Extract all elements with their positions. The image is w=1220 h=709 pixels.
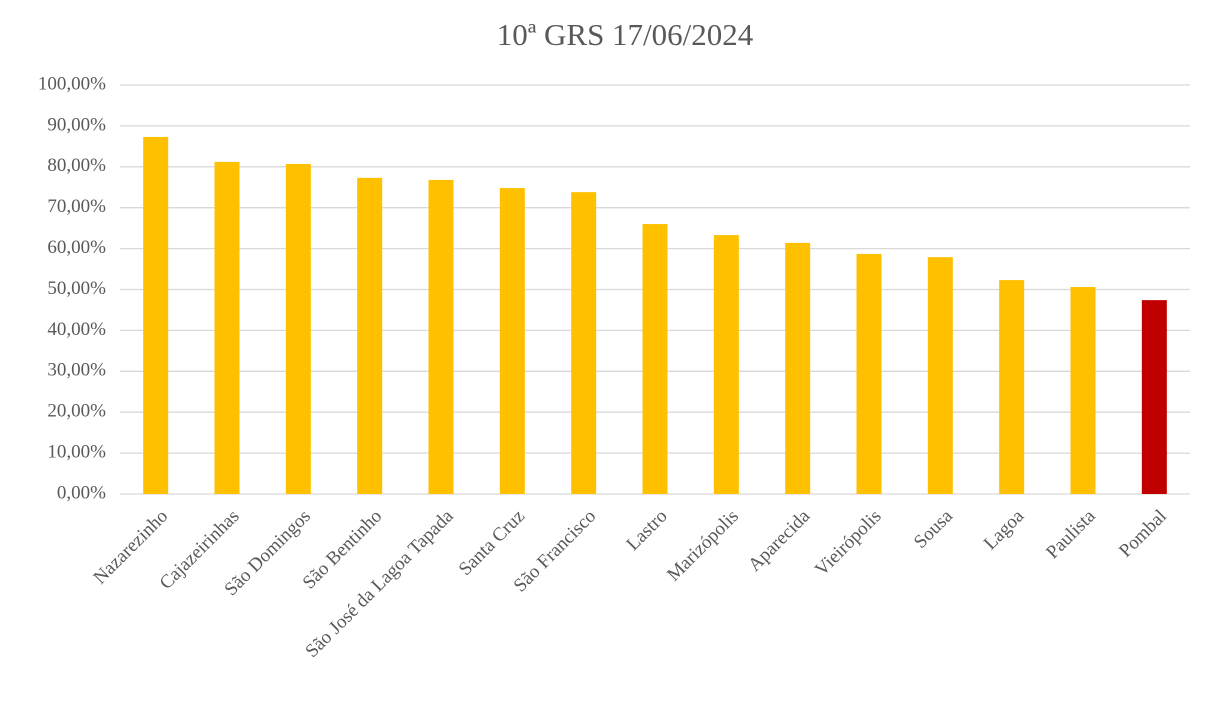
y-tick-label: 90,00% [47,114,106,135]
bar [571,192,597,494]
bar [214,161,240,494]
y-tick-label: 30,00% [47,360,106,381]
x-tick-label: Santa Cruz [455,506,529,580]
x-tick-label: Lagoa [980,505,1029,554]
y-tick-label: 100,00% [38,73,106,94]
chart-title: 10ª GRS 17/06/2024 [497,17,754,52]
y-tick-label: 50,00% [47,278,106,299]
bar [856,253,882,494]
bar [927,257,953,494]
y-tick-label: 20,00% [47,401,106,422]
bar [428,179,454,494]
y-tick-label: 60,00% [47,237,106,258]
x-tick-label: Sousa [910,505,957,552]
bar [143,136,169,494]
y-tick-label: 10,00% [47,441,106,462]
bar [285,163,311,494]
x-tick-label: São José da Lagoa Tapada [301,505,458,662]
y-tick-label: 40,00% [47,319,106,340]
bar [1070,287,1096,494]
bar [1141,300,1167,494]
y-tick-label: 0,00% [57,482,106,503]
y-tick-label: 80,00% [47,155,106,176]
x-tick-label: Marizópolis [663,506,743,586]
x-tick-label: Paulista [1042,505,1100,563]
x-tick-label: Aparecida [744,505,814,575]
x-tick-label: Lastro [622,506,671,555]
bar [713,235,739,494]
bar [785,242,811,494]
bar [999,280,1025,494]
x-tick-label: Vieirópolis [811,506,886,581]
bar [642,224,668,494]
x-tick-label: Pombal [1115,506,1171,562]
bar [357,177,383,494]
bar [499,188,525,494]
y-tick-label: 70,00% [47,196,106,217]
